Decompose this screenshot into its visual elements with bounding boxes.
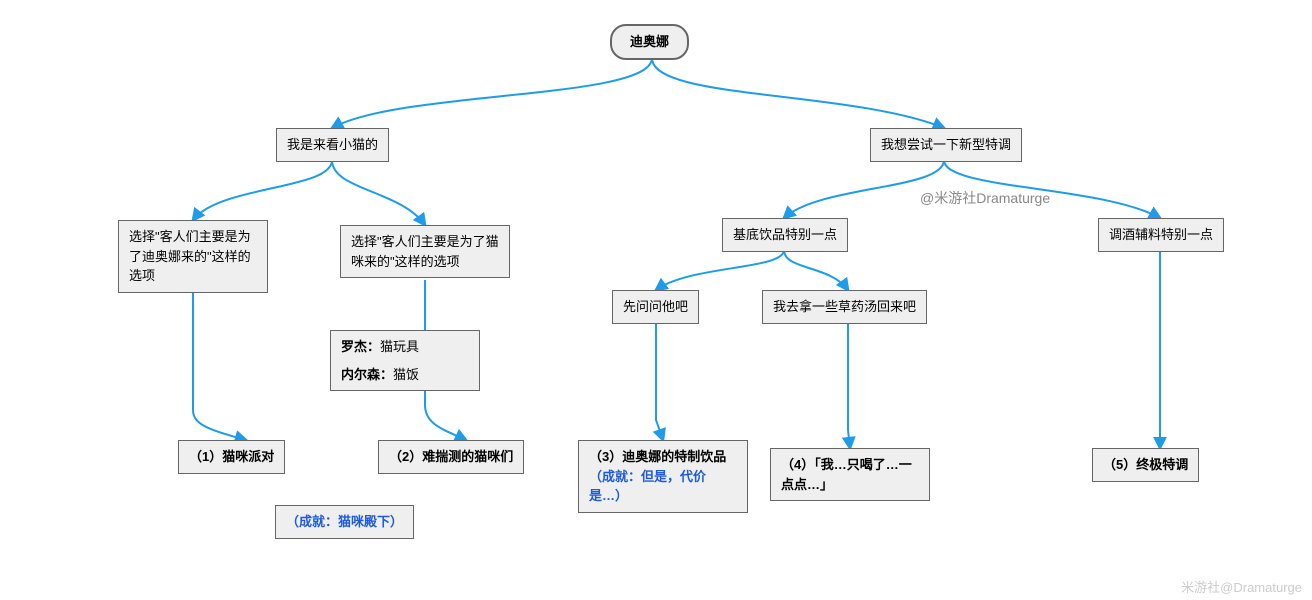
achievement-cat: （成就：猫咪殿下） (275, 505, 414, 539)
node-choice-cats: 选择"客人们主要是为了猫咪来的"这样的选项 (340, 225, 510, 278)
node-base-drink: 基底饮品特别一点 (722, 218, 848, 252)
node-branch-drink: 我想尝试一下新型特调 (870, 128, 1022, 162)
result-3: （3）迪奥娜的特制饮品 （成就：但是，代价是…） (578, 440, 748, 513)
node-info-items: 罗杰：猫玩具 内尔森：猫饭 (330, 330, 480, 391)
node-root: 迪奥娜 (610, 24, 689, 60)
watermark: @米游社Dramaturge (920, 188, 1050, 208)
result-5: （5）终极特调 (1092, 448, 1199, 482)
footer-credit: 米游社@Dramaturge (1181, 577, 1302, 596)
result-2: （2）难揣测的猫咪们 (378, 440, 524, 474)
node-choice-diona: 选择"客人们主要是为了迪奥娜来的"这样的选项 (118, 220, 268, 293)
node-branch-cat: 我是来看小猫的 (276, 128, 389, 162)
node-mixer: 调酒辅料特别一点 (1098, 218, 1224, 252)
node-herb-soup: 我去拿一些草药汤回来吧 (762, 290, 927, 324)
result-4: （4）「我…只喝了…一点点…」 (770, 448, 930, 501)
result-1: （1）猫咪派对 (178, 440, 285, 474)
root-label: 迪奥娜 (630, 34, 669, 49)
node-ask-him: 先问问他吧 (612, 290, 699, 324)
